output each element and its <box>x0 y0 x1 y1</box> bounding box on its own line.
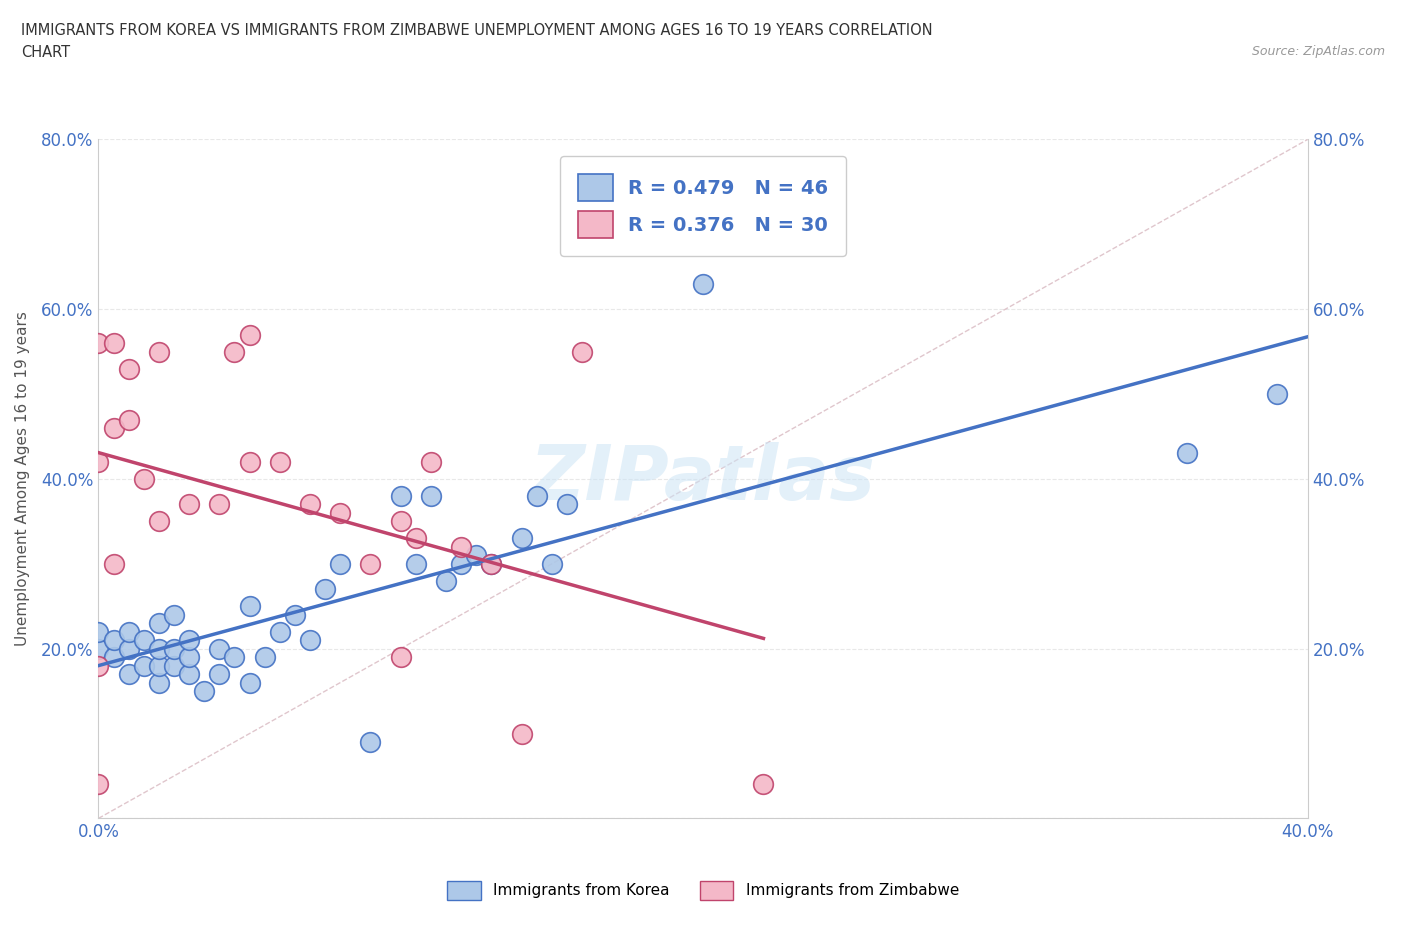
Point <box>239 455 262 470</box>
Point <box>360 556 382 571</box>
Point <box>163 642 186 657</box>
Point <box>526 488 548 503</box>
Point <box>148 616 170 631</box>
Point <box>103 650 125 665</box>
Y-axis label: Unemployment Among Ages 16 to 19 years: Unemployment Among Ages 16 to 19 years <box>15 312 30 646</box>
Point <box>299 632 322 647</box>
Point <box>269 455 291 470</box>
Point <box>239 327 262 342</box>
Point <box>360 735 382 750</box>
Point <box>103 632 125 647</box>
Point <box>179 497 201 512</box>
Point <box>239 599 262 614</box>
Point <box>87 455 110 470</box>
Text: ZIPatlas: ZIPatlas <box>530 442 876 516</box>
Point <box>571 344 593 359</box>
Point <box>450 539 472 554</box>
Point <box>224 344 246 359</box>
Point <box>481 556 503 571</box>
Point <box>555 497 578 512</box>
Point <box>163 607 186 622</box>
Point <box>434 573 457 589</box>
Point <box>148 344 170 359</box>
Point <box>103 556 125 571</box>
Point <box>148 514 170 529</box>
Legend: R = 0.479   N = 46, R = 0.376   N = 30: R = 0.479 N = 46, R = 0.376 N = 30 <box>560 156 846 256</box>
Point <box>450 556 472 571</box>
Point <box>389 650 412 665</box>
Point <box>510 726 533 741</box>
Point <box>208 497 231 512</box>
Point <box>284 607 307 622</box>
Point <box>132 472 155 486</box>
Point <box>179 650 201 665</box>
Point <box>752 777 775 792</box>
Point <box>118 412 141 427</box>
Point <box>208 667 231 682</box>
Point <box>87 336 110 351</box>
Point <box>118 642 141 657</box>
Point <box>132 632 155 647</box>
Point <box>481 556 503 571</box>
Point <box>118 624 141 639</box>
Point <box>118 667 141 682</box>
Point <box>465 548 488 563</box>
Point <box>1175 446 1198 461</box>
Point <box>1267 387 1289 402</box>
Point <box>179 667 201 682</box>
Text: Source: ZipAtlas.com: Source: ZipAtlas.com <box>1251 45 1385 58</box>
Point <box>87 658 110 673</box>
Point <box>193 684 215 698</box>
Point <box>179 632 201 647</box>
Point <box>239 675 262 690</box>
Point <box>510 531 533 546</box>
Point <box>224 650 246 665</box>
Point <box>314 582 336 597</box>
Point <box>269 624 291 639</box>
Text: IMMIGRANTS FROM KOREA VS IMMIGRANTS FROM ZIMBABWE UNEMPLOYMENT AMONG AGES 16 TO : IMMIGRANTS FROM KOREA VS IMMIGRANTS FROM… <box>21 23 932 38</box>
Point <box>87 642 110 657</box>
Point <box>103 420 125 435</box>
Point <box>118 361 141 376</box>
Point <box>540 556 562 571</box>
Point <box>389 488 412 503</box>
Point <box>420 455 443 470</box>
Point <box>389 514 412 529</box>
Point <box>405 531 427 546</box>
Point <box>253 650 276 665</box>
Point <box>148 675 170 690</box>
Point <box>329 556 352 571</box>
Point <box>87 624 110 639</box>
Point <box>208 642 231 657</box>
Text: CHART: CHART <box>21 45 70 60</box>
Point <box>329 506 352 521</box>
Point <box>87 777 110 792</box>
Point <box>299 497 322 512</box>
Point <box>132 658 155 673</box>
Legend: Immigrants from Korea, Immigrants from Zimbabwe: Immigrants from Korea, Immigrants from Z… <box>441 875 965 906</box>
Point <box>163 658 186 673</box>
Point <box>148 658 170 673</box>
Point <box>692 276 714 291</box>
Point <box>405 556 427 571</box>
Point <box>148 642 170 657</box>
Point <box>420 488 443 503</box>
Point <box>103 336 125 351</box>
